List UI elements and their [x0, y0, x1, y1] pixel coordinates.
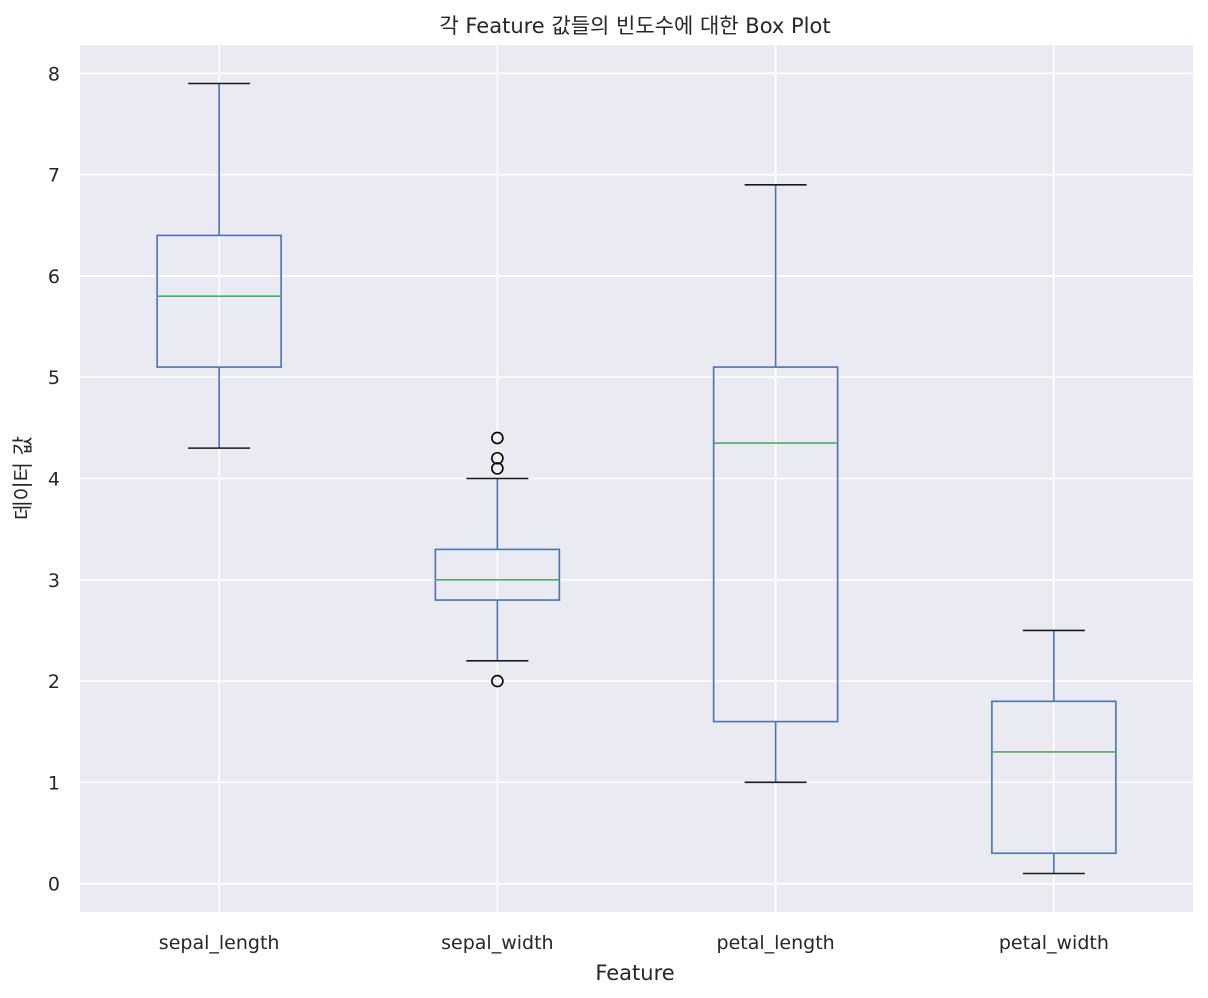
y-tick-label: 6 — [48, 266, 60, 288]
outlier-point — [491, 451, 504, 465]
outlier-point — [491, 431, 504, 445]
iqr-box — [712, 366, 839, 723]
y-tick-label: 7 — [48, 165, 60, 187]
grid-lines — [80, 45, 1193, 912]
box-petal_width — [991, 629, 1117, 875]
y-tick-label: 2 — [48, 671, 60, 693]
chart-title: 각 Feature 값들의 빈도수에 대한 Box Plot — [439, 14, 830, 38]
y-tick-label: 0 — [48, 874, 60, 896]
y-tick-labels: 0 1 2 3 4 5 6 7 8 — [48, 63, 60, 895]
y-tick-label: 1 — [48, 772, 60, 794]
y-axis-label: 데이터 값 — [11, 436, 35, 520]
y-tick-label: 3 — [48, 570, 60, 592]
y-tick-label: 4 — [48, 469, 60, 491]
x-axis-label: Feature — [595, 961, 674, 985]
x-tick-label: petal_length — [717, 932, 835, 954]
box-sepal_width — [434, 431, 561, 688]
y-tick-label: 5 — [48, 367, 60, 389]
x-tick-label: sepal_length — [159, 932, 280, 954]
iqr-box — [434, 548, 561, 601]
boxes — [156, 82, 1117, 875]
y-tick-label: 8 — [48, 63, 60, 85]
x-tick-labels: sepal_length sepal_width petal_length petal… — [159, 932, 1109, 954]
box-petal_length — [712, 183, 839, 784]
outlier-point — [491, 674, 504, 688]
iqr-box — [991, 700, 1117, 855]
outlier-point — [491, 462, 504, 475]
box-sepal_length — [156, 82, 282, 449]
iqr-box — [156, 234, 282, 368]
x-tick-label: sepal_width — [441, 932, 553, 954]
x-tick-label: petal_width — [999, 932, 1109, 954]
